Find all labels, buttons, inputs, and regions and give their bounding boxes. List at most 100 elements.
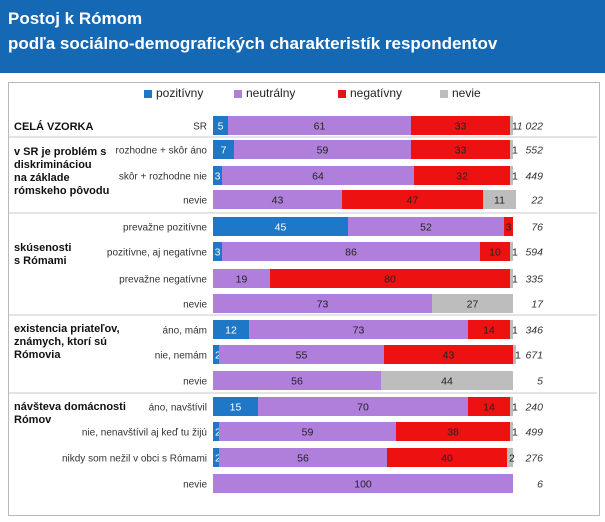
group-label: známych, ktorí sú bbox=[14, 336, 107, 348]
legend-item-pozitivny: pozitívny bbox=[144, 86, 203, 100]
bar-segment-nevie bbox=[510, 422, 513, 441]
bar-segment-pozitivny bbox=[213, 422, 219, 441]
data-label-negativny: 14 bbox=[483, 402, 495, 414]
group-label: rómskeho pôvodu bbox=[14, 185, 109, 197]
data-label-neutralny: 56 bbox=[291, 376, 303, 388]
sample-size: 240 bbox=[524, 402, 543, 414]
data-label-nevie: 1 bbox=[512, 427, 518, 439]
bar-segment-negativny bbox=[411, 116, 510, 135]
data-label-pozitivny: 2 bbox=[215, 350, 221, 362]
bar-segment-neutralny bbox=[219, 345, 384, 364]
data-label-pozitivny: 15 bbox=[230, 402, 242, 414]
bar-segment-pozitivny bbox=[213, 217, 348, 236]
bar-segment-negativny bbox=[480, 242, 510, 261]
bar-segment-neutralny bbox=[348, 217, 504, 236]
bar-segment-neutralny bbox=[219, 422, 396, 441]
data-label-nevie: 1 bbox=[515, 350, 521, 362]
bar-segment-neutralny bbox=[213, 269, 270, 288]
group-label: Rómovia bbox=[14, 349, 61, 361]
data-label-pozitivny: 5 bbox=[218, 121, 224, 133]
bar-segment-nevie bbox=[507, 448, 513, 467]
data-label-neutralny: 52 bbox=[420, 222, 432, 234]
bar-segment-neutralny bbox=[234, 140, 411, 159]
row-label: prevažne pozitívne bbox=[123, 223, 207, 234]
sample-size: 76 bbox=[531, 222, 543, 234]
group-label: v SR je problém s bbox=[14, 146, 106, 158]
group-label: návšteva domácnosti bbox=[14, 401, 126, 413]
bar-segment-pozitivny bbox=[213, 116, 228, 135]
legend-item-negativny: negatívny bbox=[338, 86, 402, 100]
bar-segment-nevie bbox=[510, 242, 513, 261]
bar-segment-neutralny bbox=[213, 294, 432, 313]
data-label-pozitivny: 2 bbox=[215, 453, 221, 465]
row-label: nie, nemám bbox=[155, 351, 207, 362]
legend-swatch-nevie bbox=[440, 89, 448, 98]
data-label-negativny: 10 bbox=[489, 247, 501, 259]
title-line-1: Postoj k Rómom bbox=[8, 9, 143, 28]
data-label-negativny: 80 bbox=[384, 274, 396, 286]
row-label: nie, nenavštívil aj keď tu žijú bbox=[82, 428, 207, 439]
data-label-neutralny: 55 bbox=[296, 350, 308, 362]
data-label-nevie: 1 bbox=[512, 171, 518, 183]
row-label: rozhodne + skôr áno bbox=[116, 146, 208, 157]
sample-size: 449 bbox=[525, 171, 543, 183]
data-label-neutralny: 19 bbox=[236, 274, 248, 286]
bar-segment-neutralny bbox=[213, 190, 342, 209]
data-label-negativny: 47 bbox=[407, 195, 419, 207]
data-label-neutralny: 61 bbox=[314, 121, 326, 133]
bar-segment-nevie bbox=[510, 269, 513, 288]
bar-segment-neutralny bbox=[219, 448, 387, 467]
data-label-nevie: 1 bbox=[512, 274, 518, 286]
bar-segment-neutralny bbox=[222, 242, 480, 261]
data-label-nevie: 1 bbox=[512, 325, 518, 337]
data-label-negativny: 3 bbox=[506, 222, 512, 234]
data-label-negativny: 43 bbox=[443, 350, 455, 362]
data-label-pozitivny: 45 bbox=[275, 222, 287, 234]
bar-segment-negativny bbox=[342, 190, 483, 209]
legend-swatch-pozitivny bbox=[144, 89, 152, 98]
row-label: áno, mám bbox=[163, 326, 207, 337]
group-label: na základe bbox=[14, 172, 70, 184]
bar-segment-negativny bbox=[504, 217, 513, 236]
data-label-pozitivny: 12 bbox=[225, 325, 237, 337]
data-label-neutralny: 73 bbox=[317, 299, 329, 311]
row-label: nikdy som nežil v obci s Rómami bbox=[62, 454, 207, 465]
bar-segment-nevie bbox=[510, 140, 513, 159]
bar-segment-nevie bbox=[510, 397, 513, 416]
data-label-neutralny: 43 bbox=[272, 195, 284, 207]
legend-swatch-neutralny bbox=[234, 89, 242, 98]
bar-segment-negativny bbox=[414, 166, 510, 185]
legend-label-pozitivny: pozitívny bbox=[156, 86, 204, 100]
data-label-pozitivny: 3 bbox=[215, 247, 221, 259]
data-label-neutralny: 56 bbox=[297, 453, 309, 465]
data-label-nevie: 1 bbox=[512, 402, 518, 414]
bar-segment-negativny bbox=[396, 422, 510, 441]
data-label-negativny: 40 bbox=[441, 453, 453, 465]
bar-segment-pozitivny bbox=[213, 140, 234, 159]
data-label-nevie: 11 bbox=[494, 195, 505, 207]
group-label: existencia priateľov, bbox=[14, 323, 120, 335]
sample-size: 6 bbox=[537, 479, 543, 491]
bar-segment-nevie bbox=[432, 294, 513, 313]
bar-segment-pozitivny bbox=[213, 397, 258, 416]
row-label: pozitívne, aj negatívne bbox=[107, 248, 208, 259]
data-label-nevie: 1 bbox=[512, 121, 518, 133]
sample-size: 671 bbox=[525, 350, 543, 362]
bar-segment-pozitivny bbox=[213, 242, 222, 261]
bar-segment-pozitivny bbox=[213, 166, 222, 185]
bar-segment-neutralny bbox=[249, 320, 468, 339]
data-label-negativny: 33 bbox=[455, 121, 467, 133]
bar-segment-pozitivny bbox=[213, 345, 219, 364]
sample-size: 17 bbox=[531, 299, 544, 311]
title-banner: Postoj k Rómom podľa sociálno-demografic… bbox=[0, 0, 605, 73]
legend-item-neutralny: neutrálny bbox=[234, 86, 295, 100]
data-label-negativny: 38 bbox=[447, 427, 459, 439]
bar-segment-neutralny bbox=[213, 371, 381, 390]
data-label-nevie: 1 bbox=[512, 247, 518, 259]
sample-size: 346 bbox=[525, 325, 543, 337]
data-label-neutralny: 59 bbox=[302, 427, 314, 439]
title-line-2: podľa sociálno-demografických charakteri… bbox=[8, 34, 498, 53]
data-label-pozitivny: 3 bbox=[215, 171, 221, 183]
data-label-neutralny: 59 bbox=[317, 145, 329, 157]
